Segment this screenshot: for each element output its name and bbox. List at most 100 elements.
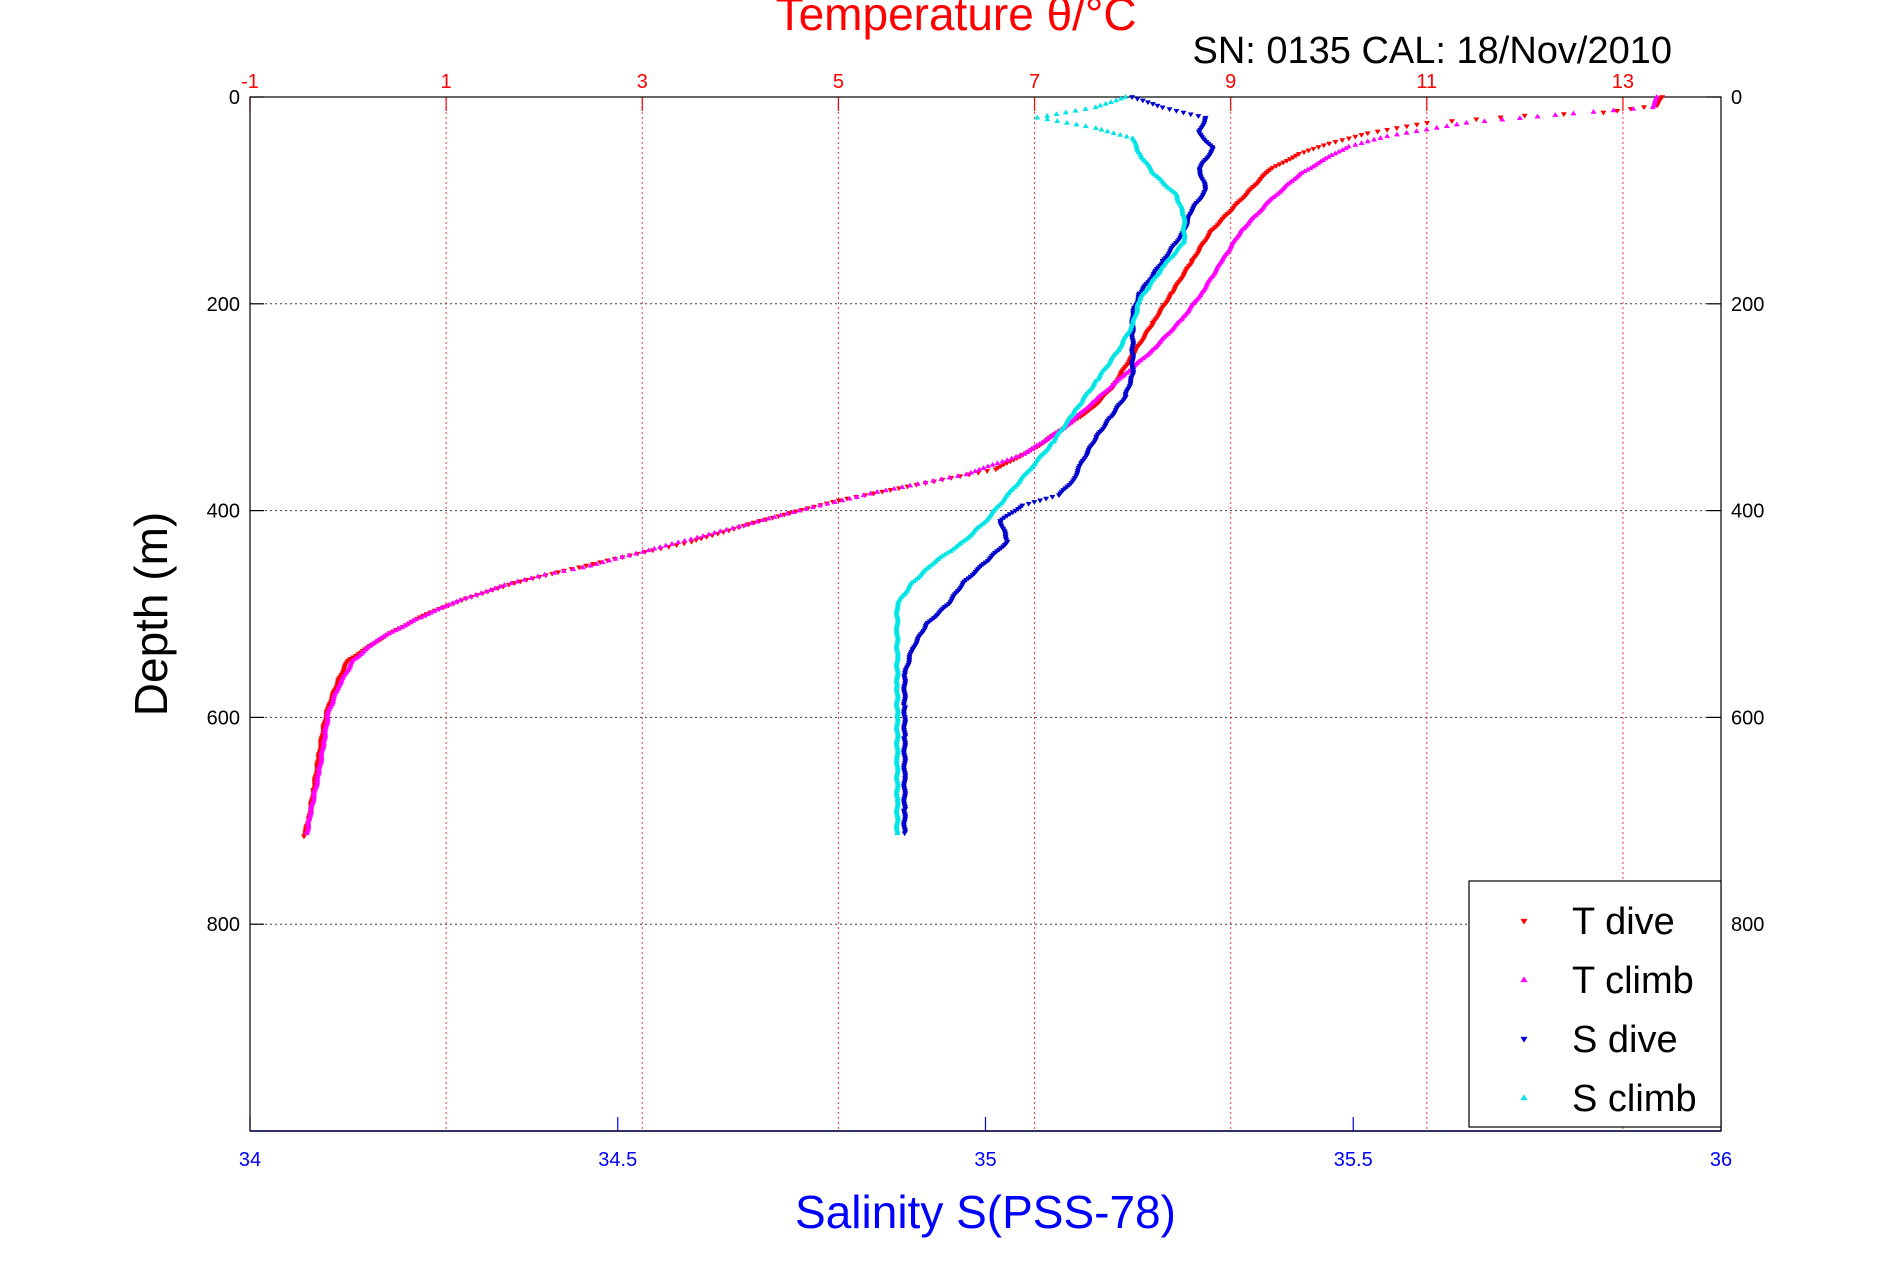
data-point: [1310, 163, 1317, 169]
data-point: [1448, 119, 1455, 125]
data-point: [874, 488, 881, 494]
data-point: [1123, 133, 1130, 139]
data-point: [1033, 442, 1040, 448]
data-point: [1024, 449, 1031, 454]
data-point: [976, 466, 983, 472]
data-point: [1345, 143, 1352, 149]
data-point: [1433, 124, 1440, 130]
data-point: [891, 485, 898, 491]
data-point: [555, 570, 562, 576]
data-point: [1570, 110, 1577, 116]
legend-marker: [1520, 918, 1528, 925]
data-point: [717, 528, 724, 534]
data-point: [1352, 134, 1359, 140]
y-tick-label-left: 0: [229, 87, 240, 109]
data-point: [570, 566, 577, 572]
data-point: [1072, 107, 1079, 113]
data-point: [944, 549, 951, 555]
data-point: [1166, 107, 1173, 113]
data-point: [1345, 136, 1352, 142]
data-point: [700, 532, 707, 538]
legend-box: [1468, 880, 1722, 1128]
data-point: [462, 595, 469, 601]
data-point: [1113, 97, 1120, 103]
data-point: [590, 562, 597, 567]
data-point: [1453, 121, 1460, 127]
plot-frame: [249, 96, 1722, 1132]
data-point: [417, 614, 424, 620]
legend-marker: [1520, 1094, 1528, 1101]
data-point: [1004, 457, 1011, 462]
data-point: [972, 468, 979, 474]
data-point: [1326, 141, 1333, 147]
data-point: [967, 469, 974, 475]
data-point: [771, 513, 778, 519]
data-point: [723, 526, 730, 532]
data-point: [1614, 108, 1621, 114]
data-point: [399, 624, 406, 629]
temperature-tick-label: 1: [441, 71, 452, 93]
data-point: [1104, 128, 1111, 134]
data-point: [1473, 117, 1480, 123]
data-point: [941, 551, 949, 557]
data-point: [1384, 127, 1391, 133]
data-point: [938, 476, 945, 482]
data-point: [606, 557, 613, 563]
y-tick-label-left: 400: [207, 501, 240, 523]
data-point: [954, 472, 961, 478]
data-point: [1339, 147, 1346, 152]
data-point: [1187, 112, 1194, 118]
data-point: [1017, 452, 1024, 458]
data-point: [984, 469, 991, 475]
y-tick-label-right: 400: [1731, 501, 1764, 523]
data-point: [1063, 119, 1071, 125]
series-s-dive: [900, 95, 1216, 837]
data-point: [894, 830, 901, 836]
data-point: [651, 545, 658, 551]
data-point: [521, 576, 528, 582]
data-point: [441, 603, 449, 609]
data-point: [999, 458, 1006, 464]
y-tick-label-right: 0: [1731, 87, 1742, 109]
legend-marker: [1520, 976, 1528, 983]
data-point: [1322, 155, 1329, 161]
data-point: [1305, 148, 1312, 154]
data-point: [1352, 141, 1359, 147]
data-point: [835, 498, 842, 504]
data-point: [501, 581, 508, 587]
data-point: [1301, 168, 1308, 174]
data-point: [1335, 148, 1342, 154]
data-point: [1590, 108, 1597, 114]
data-point: [382, 632, 390, 637]
data-point: [1036, 440, 1043, 446]
data-point: [1403, 129, 1410, 135]
data-point: [1021, 450, 1028, 456]
data-point: [1342, 145, 1349, 151]
data-point: [449, 600, 456, 605]
data-point: [1304, 166, 1311, 172]
data-point: [413, 616, 420, 621]
data-point: [1092, 124, 1099, 130]
data-point: [407, 619, 414, 625]
data-point: [1159, 105, 1166, 111]
data-point: [467, 593, 474, 599]
data-point: [487, 586, 494, 592]
temperature-tick-label: -1: [241, 71, 259, 93]
data-point: [619, 554, 626, 559]
chart-title: Temperature θ/°C: [776, 0, 1137, 40]
data-point: [809, 504, 816, 510]
data-point: [980, 464, 987, 470]
data-point: [765, 515, 772, 521]
data-point: [404, 620, 411, 626]
temperature-tick-label: 11: [1416, 71, 1437, 93]
temperature-tick-label: 7: [1029, 71, 1040, 93]
data-point: [1129, 95, 1136, 101]
data-point: [583, 563, 590, 569]
data-point: [1393, 131, 1401, 137]
data-point: [1134, 96, 1141, 102]
data-point: [551, 569, 558, 575]
data-point: [989, 461, 996, 467]
data-point: [1358, 133, 1365, 138]
salinity-tick-label: 35.5: [1334, 1149, 1373, 1171]
data-point: [402, 622, 409, 628]
